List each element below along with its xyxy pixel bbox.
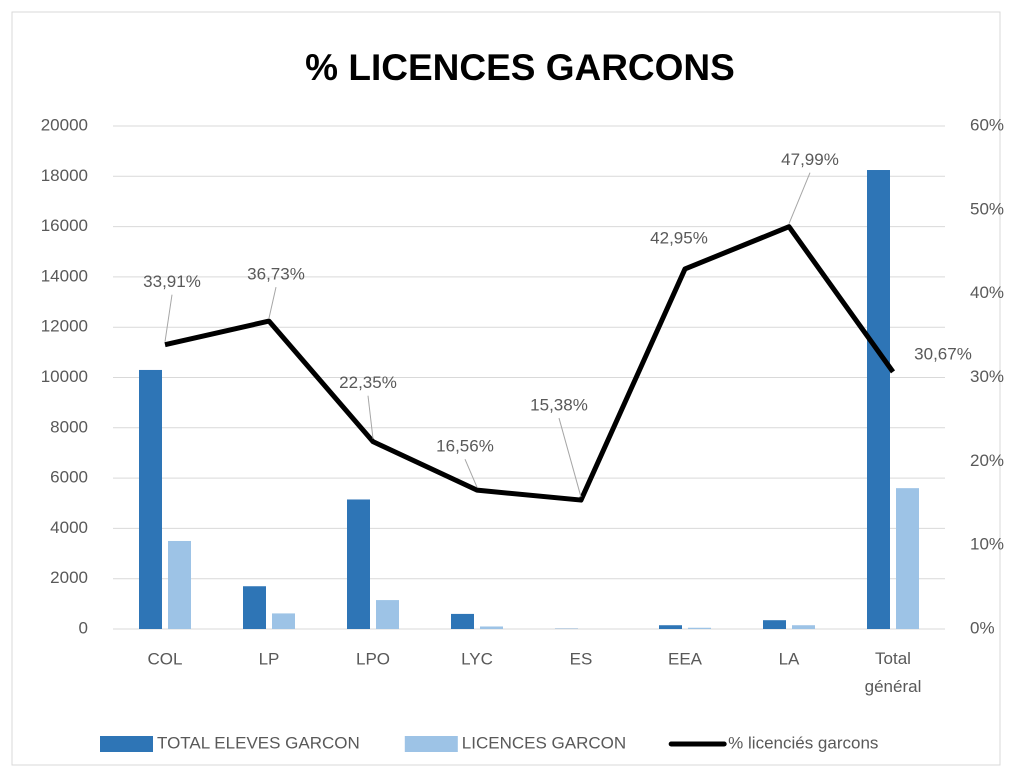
bar — [347, 499, 370, 629]
y-tick-label: 16000 — [41, 216, 88, 235]
bar — [792, 625, 815, 629]
bar — [139, 369, 162, 629]
bar — [272, 613, 295, 629]
leader-line — [558, 417, 582, 498]
data-label: 15,38% — [530, 396, 588, 415]
x-tick-label: LP — [259, 649, 280, 668]
bar — [451, 613, 474, 629]
leader-line — [268, 286, 277, 319]
legend-label: % licenciés garcons — [728, 733, 878, 752]
data-label: 30,67% — [914, 344, 972, 363]
line-series — [164, 224, 896, 503]
y-tick-label: 0 — [79, 618, 88, 637]
y2-tick-label: 40% — [970, 283, 1004, 302]
data-label: 16,56% — [436, 437, 494, 456]
bar — [763, 620, 786, 629]
x-tick-label: COL — [148, 649, 183, 668]
y-tick-label: 4000 — [50, 518, 88, 537]
bar — [867, 170, 890, 629]
data-label: 22,35% — [339, 373, 397, 392]
chart-title: % LICENCES GARCONS — [305, 47, 735, 88]
y-tick-label: 6000 — [50, 468, 88, 487]
data-label: 36,73% — [247, 265, 305, 284]
data-label: 47,99% — [781, 150, 839, 169]
legend-swatch — [100, 736, 153, 752]
y2-tick-label: 50% — [970, 199, 1004, 218]
leader-line — [164, 294, 173, 342]
x-tick-label: Total général — [865, 649, 922, 696]
leader-line — [788, 172, 811, 224]
y-tick-label: 8000 — [50, 417, 88, 436]
y2-tick-label: 20% — [970, 451, 1004, 470]
bar — [376, 600, 399, 629]
y-tick-label: 20000 — [41, 115, 88, 134]
y-tick-label: 12000 — [41, 317, 88, 336]
bar — [659, 625, 682, 629]
y-tick-label: 2000 — [50, 568, 88, 587]
y-tick-label: 14000 — [41, 266, 88, 285]
y2-tick-label: 30% — [970, 367, 1004, 386]
bar — [688, 627, 711, 629]
x-tick-label: ES — [570, 649, 593, 668]
y-tick-label: 10000 — [41, 367, 88, 386]
y-tick-label: 18000 — [41, 166, 88, 185]
legend-label: TOTAL ELEVES GARCON — [157, 733, 360, 752]
x-tick-label: LA — [779, 649, 800, 668]
leader-line — [367, 395, 374, 439]
x-tick-label: EEA — [668, 649, 703, 668]
y2-tick-label: 60% — [970, 115, 1004, 134]
bar — [243, 586, 266, 629]
data-label: 42,95% — [650, 228, 708, 247]
y2-tick-label: 10% — [970, 535, 1004, 554]
y2-tick-label: 0% — [970, 618, 995, 637]
legend-label: LICENCES GARCON — [462, 733, 626, 752]
legend-swatch — [404, 736, 458, 752]
x-tick-label: LYC — [461, 649, 493, 668]
leader-line — [464, 458, 478, 488]
bar — [168, 540, 191, 629]
bar — [896, 488, 919, 629]
data-label: 33,91% — [143, 272, 201, 291]
bar — [480, 626, 503, 629]
chart-border — [11, 11, 1001, 766]
x-tick-label: LPO — [356, 649, 390, 668]
